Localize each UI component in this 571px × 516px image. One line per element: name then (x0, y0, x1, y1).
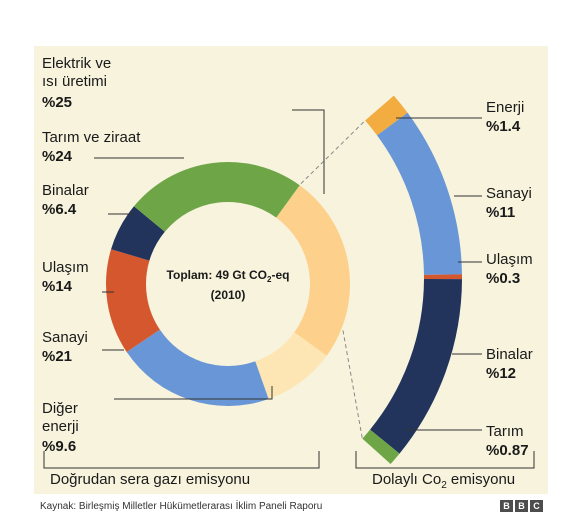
donut-slice-name: Ulaşım (42, 259, 89, 276)
arc-segment-name: Sanayi (486, 185, 532, 202)
arc-footer: Dolaylı Co2 emisyonu (372, 471, 515, 491)
chart-panel: Toplam: 49 Gt CO2-eq (2010) Elektrik ve ısı… (34, 46, 548, 494)
arc-bar-segment (370, 278, 462, 454)
arc-bar-segment (362, 429, 400, 465)
bbc-logo: B B C (500, 500, 543, 512)
donut-slice-label: %21 (42, 348, 72, 365)
donut-slice-name: enerji (42, 418, 79, 435)
logo-letter: C (530, 500, 543, 512)
donut-slice (276, 185, 351, 356)
connector-dashed (342, 330, 363, 439)
donut-slice-name: ısı üretimi (42, 73, 107, 90)
donut-slice-label: %24 (42, 148, 73, 165)
arc-segment-label: %12 (486, 365, 516, 382)
logo-letter: B (515, 500, 528, 512)
donut-slice-name: Sanayi (42, 329, 88, 346)
arc-bar-group (362, 95, 462, 465)
arc-bar-segment (423, 274, 462, 280)
donut-group (106, 162, 351, 406)
arc-segment-label: %11 (486, 204, 515, 221)
arc-segment-name: Enerji (486, 99, 524, 116)
connector-dashed (300, 120, 366, 185)
donut-slice (106, 249, 160, 352)
donut-slice (111, 206, 165, 261)
donut-slice-name: Elektrik ve (42, 55, 111, 72)
footer-bracket (43, 451, 320, 469)
donut-center-title: Toplam: 49 Gt CO2-eq (167, 268, 290, 284)
logo-letter: B (500, 500, 513, 512)
arc-bar-segment (365, 95, 408, 136)
arc-segment-name: Ulaşım (486, 251, 533, 268)
arc-segment-label: %0.87 (486, 442, 529, 459)
arc-bar-segment (377, 112, 462, 275)
donut-slice (255, 332, 327, 400)
donut-footer: Doğrudan sera gazı emisyonu (50, 471, 250, 488)
donut-slice-label: %9.6 (42, 438, 76, 455)
donut-slice-name: Binalar (42, 182, 89, 199)
donut-slice-label: %25 (42, 94, 72, 111)
donut-slice-name: Tarım ve ziraat (42, 129, 141, 146)
donut-slice-label: %6.4 (42, 201, 77, 218)
leader-line (114, 386, 273, 400)
donut-slice-label: %14 (42, 278, 73, 295)
footer-bracket (355, 451, 535, 469)
arc-segment-name: Binalar (486, 346, 533, 363)
donut-slice (126, 329, 269, 406)
emissions-chart: Toplam: 49 Gt CO2-eq (2010) Elektrik veısı… (42, 55, 535, 491)
source-note: Kaynak: Birleşmiş Milletler Hükümetlerar… (40, 501, 323, 512)
donut-slice (133, 162, 300, 232)
donut-center-year: (2010) (211, 288, 246, 302)
arc-segment-label: %1.4 (486, 118, 521, 135)
leader-line (292, 109, 325, 194)
arc-segment-name: Tarım (486, 423, 524, 440)
donut-slice-name: Diğer (42, 400, 78, 417)
arc-segment-label: %0.3 (486, 270, 520, 287)
